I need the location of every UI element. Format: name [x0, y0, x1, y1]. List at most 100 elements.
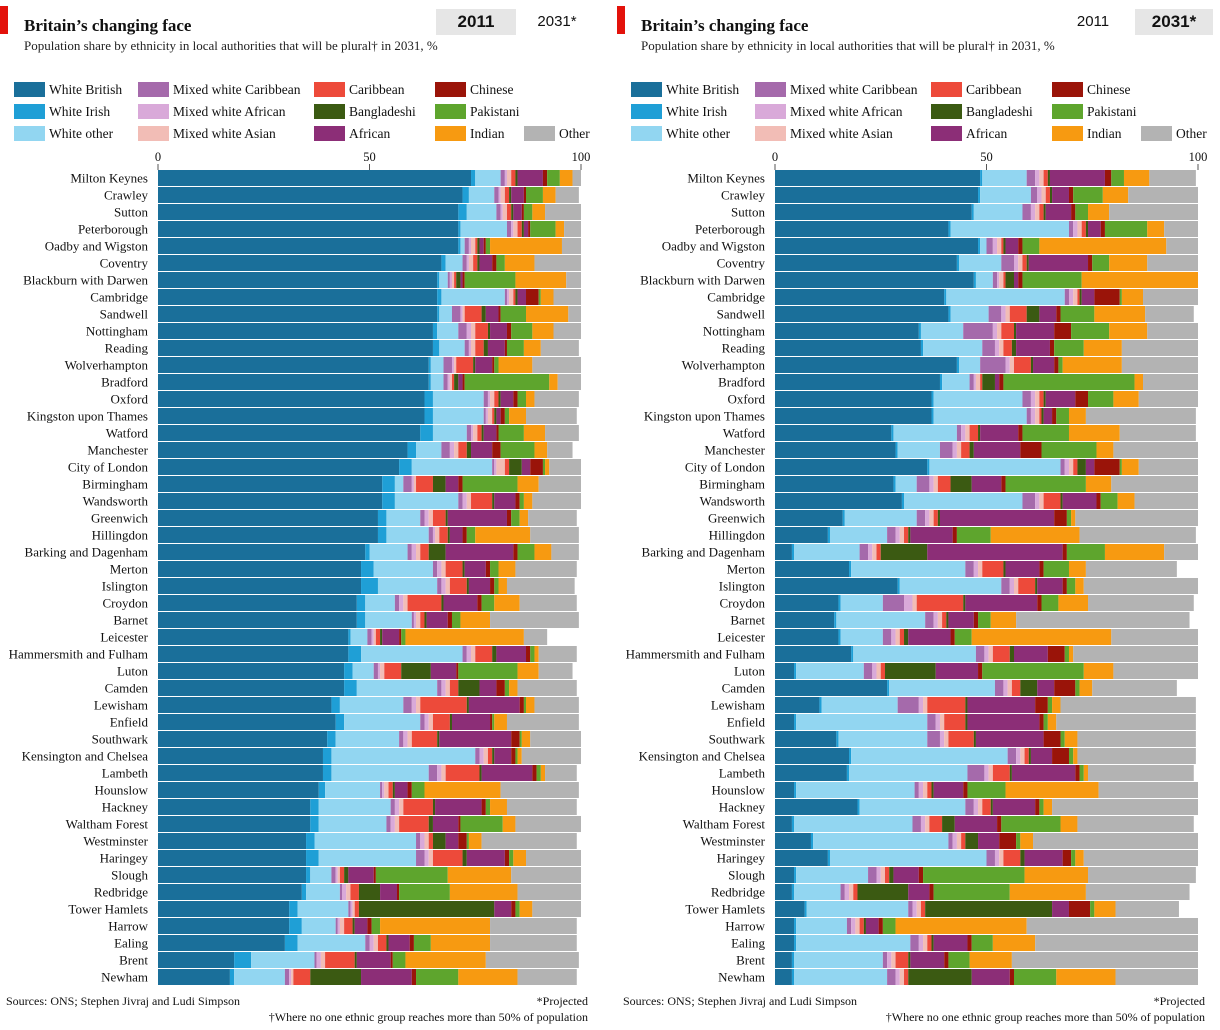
bar-segment: [468, 340, 472, 356]
bar-segment: [992, 935, 1036, 951]
bar-segment: [967, 697, 1036, 713]
legend-label: Chinese: [470, 82, 514, 97]
bar-segment: [428, 544, 446, 560]
bar-segment: [458, 323, 467, 339]
bar-segment: [439, 306, 452, 322]
bar-segment: [899, 969, 905, 985]
bar-segment: [992, 238, 998, 254]
bar-segment: [982, 663, 1084, 679]
bar-segment: [918, 697, 924, 713]
bar-segment: [927, 935, 932, 951]
bar-segment: [458, 663, 518, 679]
bar-segment: [967, 714, 1040, 730]
bar-segment: [492, 255, 497, 271]
bar-segment: [939, 731, 945, 747]
legend-swatch: [631, 104, 662, 119]
bar-segment: [973, 561, 979, 577]
bar-segment: [1013, 323, 1017, 339]
bar-segment: [859, 799, 966, 815]
bar-segment: [1092, 680, 1177, 696]
bar-segment: [925, 612, 934, 628]
bar-segment: [1033, 357, 1055, 373]
bar-segment: [1085, 561, 1177, 577]
bar-segment: [1058, 595, 1089, 611]
bar-segment: [468, 578, 491, 594]
bar-segment: [944, 714, 966, 730]
bar-segment: [1083, 765, 1089, 781]
category-label: Harrow: [108, 919, 148, 934]
bar-segment: [526, 289, 539, 305]
bar-segment: [1030, 391, 1036, 407]
bar-segment: [411, 969, 417, 985]
bar-segment: [373, 935, 378, 951]
bar-segment: [827, 850, 830, 866]
bar-segment: [794, 884, 841, 900]
bar-segment: [1054, 680, 1076, 696]
source-note: Sources: ONS; Stephen Jivraj and Ludi Si…: [6, 994, 240, 1008]
bar-segment: [1149, 170, 1196, 186]
bar-segment: [887, 680, 890, 696]
bar-segment: [443, 374, 448, 390]
bar-segment: [411, 731, 438, 747]
footnote: †Where no one ethnic group reaches more …: [268, 1010, 588, 1024]
bar-segment: [950, 306, 989, 322]
category-label: Cambridge: [90, 290, 148, 305]
bar-segment: [916, 510, 926, 526]
bar-segment: [545, 204, 581, 220]
bar-segment: [462, 187, 469, 203]
bar-segment: [1037, 680, 1055, 696]
bar-segment: [158, 544, 366, 560]
bar-segment: [1060, 459, 1065, 475]
bar-segment: [523, 340, 541, 356]
bar-segment: [504, 170, 507, 186]
tab-year-2011[interactable]: 2011: [436, 9, 516, 35]
bar-segment: [893, 425, 957, 441]
bar-segment: [506, 510, 512, 526]
bar-segment: [775, 527, 828, 543]
bar-segment: [502, 816, 516, 832]
category-label: Brent: [119, 953, 148, 968]
bar-segment: [899, 629, 905, 645]
bar-segment: [1028, 748, 1031, 764]
bar-segment: [1043, 204, 1046, 220]
bar-segment: [946, 612, 949, 628]
bar-segment: [895, 442, 898, 458]
bar-segment: [251, 952, 315, 968]
bar-segment: [284, 969, 290, 985]
bar-segment: [1035, 578, 1038, 594]
bar-segment: [810, 833, 814, 849]
bar-segment: [487, 408, 493, 424]
bar-segment: [891, 952, 896, 968]
category-label: Oadby and Wigston: [45, 239, 149, 254]
bar-segment: [794, 952, 883, 968]
tab-year-2031[interactable]: 2031*: [1135, 9, 1213, 35]
bar-segment: [1079, 680, 1093, 696]
legend-label: Chinese: [1087, 82, 1131, 97]
bar-segment: [889, 867, 894, 883]
bar-segment: [462, 272, 465, 288]
bar-segment: [466, 646, 472, 662]
bar-segment: [794, 544, 860, 560]
bar-segment: [354, 918, 368, 934]
bar-segment: [942, 374, 970, 390]
bar-segment: [466, 493, 472, 509]
tab-year-2031[interactable]: 2031*: [537, 13, 577, 30]
bar-segment: [521, 221, 524, 237]
category-label: Camden: [105, 681, 149, 696]
bar-segment: [882, 629, 892, 645]
bar-segment: [1073, 748, 1078, 764]
category-label: Greenwich: [708, 511, 766, 526]
bar-segment: [923, 340, 983, 356]
bar-segment: [517, 969, 577, 985]
bar-segment: [456, 663, 459, 679]
bar-segment: [872, 663, 877, 679]
bar-segment: [880, 867, 885, 883]
bar-segment: [1166, 238, 1198, 254]
bar-segment: [534, 544, 552, 560]
bar-segment: [973, 272, 976, 288]
bar-segment: [1147, 255, 1198, 271]
bar-segment: [475, 170, 501, 186]
bar-segment: [925, 510, 930, 526]
tab-year-2011[interactable]: 2011: [1076, 13, 1110, 30]
bar-segment: [1088, 391, 1114, 407]
